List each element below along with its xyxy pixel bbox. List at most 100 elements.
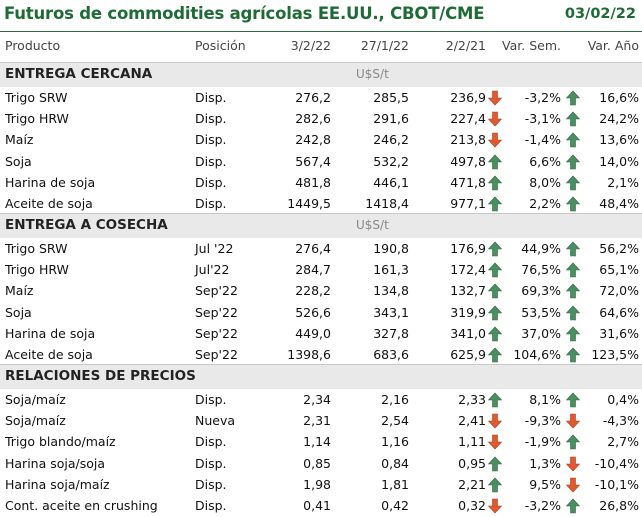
year-change-cell: 123,5% (591, 347, 639, 362)
arrow-down-icon (487, 132, 503, 148)
position-cell: Sep'22 (195, 304, 238, 320)
product-cell: Soja (5, 304, 32, 320)
value-date-2: 285,5 (373, 90, 409, 105)
week-change-cell: 8,1% (529, 392, 561, 407)
arrow-down-icon (487, 498, 503, 514)
product-cell: Aceite de soja (5, 196, 93, 211)
value-date-2: 291,6 (373, 111, 409, 127)
table-row: Harina soja/maíz Disp. 1,98 1,81 2,21 9,5% -10… (0, 475, 642, 496)
value-date-2: 343,1 (373, 304, 409, 320)
table-row: Trigo HRW Disp. 282,6 291,6 227,4 -3,1% 24,2% (0, 109, 642, 130)
arrow-up-icon (487, 175, 503, 191)
value-date-2: 1,81 (381, 476, 409, 492)
table-row: Soja Sep'22 526,6 343,1 319,9 53,5% 64,6% (0, 303, 642, 324)
arrow-up-icon (565, 154, 581, 170)
value-date-3: 341,0 (450, 325, 486, 341)
value-date-2: 246,2 (373, 132, 409, 148)
arrow-up-icon (565, 498, 581, 514)
year-change-cell: 24,2% (599, 111, 639, 127)
value-date-3: 2,21 (458, 476, 486, 492)
arrow-down-icon (487, 90, 503, 106)
value-date-3: 213,8 (450, 132, 486, 148)
product-cell: Maíz (5, 283, 34, 299)
product-cell: Soja (5, 153, 32, 169)
year-change-cell: 65,1% (599, 262, 639, 278)
section-unit: U$S/t (356, 218, 389, 232)
week-change-cell: -3,2% (524, 498, 561, 513)
week-change-cell: -1,9% (524, 434, 561, 450)
year-change-cell: 26,8% (599, 498, 639, 513)
value-date-2: 134,8 (373, 283, 409, 299)
value-date-1: 282,6 (295, 111, 331, 127)
product-cell: Harina de soja (5, 325, 96, 341)
position-cell: Jul '22 (195, 241, 234, 256)
value-date-2: 446,1 (373, 174, 409, 190)
arrow-up-icon (565, 90, 581, 106)
year-change-cell: 2,1% (607, 174, 639, 190)
value-date-1: 481,8 (295, 174, 331, 190)
value-date-1: 276,2 (295, 90, 331, 105)
week-change-cell: -9,3% (524, 413, 561, 429)
arrow-down-icon (565, 456, 581, 472)
position-cell: Disp. (195, 132, 227, 148)
report-date: 03/02/22 (564, 6, 636, 22)
value-date-2: 683,6 (373, 347, 409, 362)
value-date-2: 327,8 (373, 325, 409, 341)
table-row: Trigo blando/maíz Disp. 1,14 1,16 1,11 -1,9% 2… (0, 432, 642, 453)
position-cell: Disp. (195, 498, 227, 513)
value-date-2: 532,2 (373, 153, 409, 169)
year-change-cell: 64,6% (599, 304, 639, 320)
value-date-2: 0,84 (381, 455, 409, 471)
column-header-row: Producto Posición 3/2/22 27/1/22 2/2/21 … (0, 36, 642, 58)
value-date-3: 2,41 (458, 413, 486, 429)
arrow-down-icon (565, 413, 581, 429)
arrow-up-icon (565, 111, 581, 127)
arrow-down-icon (565, 477, 581, 493)
year-change-cell: 13,6% (599, 132, 639, 148)
table-row: Harina de soja Sep'22 449,0 327,8 341,0 37,0%… (0, 324, 642, 345)
value-date-3: 471,8 (450, 174, 486, 190)
position-cell: Disp. (195, 476, 227, 492)
table-row: Trigo SRW Jul '22 276,4 190,8 176,9 44,9% 56,2… (0, 239, 642, 260)
col-date-2: 27/1/22 (360, 38, 409, 53)
value-date-2: 190,8 (373, 241, 409, 256)
value-date-3: 236,9 (450, 90, 486, 105)
value-date-3: 132,7 (450, 283, 486, 299)
week-change-cell: 69,3% (521, 283, 561, 299)
section-title: ENTREGA A COSECHA (5, 217, 168, 233)
year-change-cell: 16,6% (599, 90, 639, 105)
year-change-cell: -10,1% (594, 476, 639, 492)
week-change-cell: 44,9% (521, 241, 561, 256)
year-change-cell: -4,3% (602, 413, 639, 429)
value-date-1: 1,14 (303, 434, 331, 450)
week-change-cell: -1,4% (524, 132, 561, 148)
title-divider (0, 31, 642, 32)
year-change-cell: 14,0% (599, 153, 639, 169)
col-week-change: Var. Sem. (502, 38, 561, 53)
arrow-up-icon (565, 347, 581, 363)
table-row: Soja/maíz Disp. 2,34 2,16 2,33 8,1% 0,4% (0, 390, 642, 411)
arrow-up-icon (565, 262, 581, 278)
value-date-3: 977,1 (450, 196, 486, 211)
table-row: Soja Disp. 567,4 532,2 497,8 6,6% 14,0% (0, 152, 642, 173)
position-cell: Disp. (195, 153, 227, 169)
product-cell: Aceite de soja (5, 347, 93, 362)
product-cell: Trigo SRW (5, 90, 68, 105)
week-change-cell: 104,6% (513, 347, 561, 362)
section-title: RELACIONES DE PRECIOS (5, 368, 196, 384)
value-date-2: 161,3 (373, 262, 409, 278)
arrow-down-icon (487, 413, 503, 429)
arrow-up-icon (565, 434, 581, 450)
position-cell: Nueva (195, 413, 236, 429)
arrow-up-icon (565, 196, 581, 212)
product-cell: Trigo blando/maíz (5, 434, 116, 450)
section-header: RELACIONES DE PRECIOS (0, 364, 642, 389)
value-date-3: 1,11 (458, 434, 486, 450)
product-cell: Trigo SRW (5, 241, 68, 256)
value-date-3: 0,32 (458, 498, 486, 513)
position-cell: Sep'22 (195, 283, 238, 299)
position-cell: Disp. (195, 111, 227, 127)
product-cell: Trigo HRW (5, 262, 69, 278)
value-date-1: 1,98 (303, 476, 331, 492)
week-change-cell: 76,5% (521, 262, 561, 278)
